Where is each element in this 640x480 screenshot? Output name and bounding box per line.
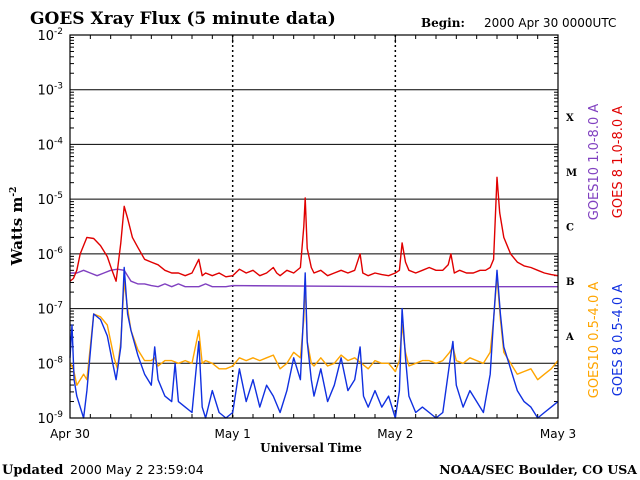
y-tick-labels: 10-2 10-3 10-4 10-5 10-6 10-7 10-8 10-9 xyxy=(37,27,63,427)
x-axis-label: Universal Time xyxy=(260,441,362,455)
y-axis-label: Watts m-2 xyxy=(8,187,26,267)
flare-class-label: C xyxy=(566,223,574,234)
y-axis-label-group: Watts m-2 xyxy=(8,187,26,267)
credit-text: NOAA/SEC Boulder, CO USA xyxy=(439,462,637,477)
x-tick-label: Apr 30 xyxy=(50,427,90,441)
y-tick-label: 10-9 xyxy=(37,410,63,427)
x-tick-label: May 2 xyxy=(377,427,413,441)
legend-item: GOES10 1.0-8.0 A xyxy=(587,104,602,221)
y-axis-label-exp: -2 xyxy=(9,187,19,197)
y-tick-label: 10-4 xyxy=(37,136,63,153)
updated-prefix: Updated xyxy=(2,463,63,478)
legend-label: GOES 8 1.0-8.0 A xyxy=(611,106,626,218)
series-line-3 xyxy=(69,266,559,419)
y-tick-label: 10-2 xyxy=(37,27,63,44)
legend-label: GOES 8 0.5-4.0 A xyxy=(611,284,626,396)
flare-class-labels: X M C B A xyxy=(565,113,577,343)
legend-item: GOES10 0.5-4.0 A xyxy=(587,282,602,399)
legend-label: GOES10 1.0-8.0 A xyxy=(587,104,602,221)
series-line-1 xyxy=(69,176,559,282)
legend-label: GOES10 0.5-4.0 A xyxy=(587,282,602,399)
chart-title-group: GOES Xray Flux (5 minute data) Begin: 20… xyxy=(30,9,616,30)
flare-class-label: B xyxy=(566,277,574,288)
flare-class-label: X xyxy=(566,113,574,124)
x-tick-label: May 1 xyxy=(215,427,251,441)
legend-item: GOES 8 0.5-4.0 A xyxy=(611,284,626,396)
plot-frame xyxy=(69,34,559,419)
flare-class-label: M xyxy=(566,168,577,179)
x-tick-labels: Apr 30 May 1 May 2 May 3 xyxy=(50,427,576,441)
x-tick-label: May 3 xyxy=(540,427,576,441)
y-tick-label: 10-5 xyxy=(37,191,63,208)
legend: GOES10 1.0-8.0 A GOES 8 1.0-8.0 A GOES10 0… xyxy=(587,104,626,399)
footer: Updated 2000 May 2 23:59:04 NOAA/SEC Bou… xyxy=(2,462,637,478)
grid-layer xyxy=(69,34,559,419)
series-layer xyxy=(69,176,559,419)
flare-class-label: A xyxy=(565,332,574,343)
legend-item: GOES 8 1.0-8.0 A xyxy=(611,106,626,218)
y-tick-label: 10-8 xyxy=(37,355,63,372)
begin-label: Begin: xyxy=(421,16,465,30)
begin-value: 2000 Apr 30 0000UTC xyxy=(484,16,616,30)
y-axis-label-text: Watts m xyxy=(8,197,26,267)
chart-title: GOES Xray Flux (5 minute data) xyxy=(30,9,336,29)
y-tick-label: 10-6 xyxy=(37,246,63,263)
y-tick-label: 10-7 xyxy=(37,301,63,318)
y-tick-label: 10-3 xyxy=(37,82,63,99)
updated-value: 2000 May 2 23:59:04 xyxy=(70,462,204,477)
series-line-0 xyxy=(70,268,558,288)
